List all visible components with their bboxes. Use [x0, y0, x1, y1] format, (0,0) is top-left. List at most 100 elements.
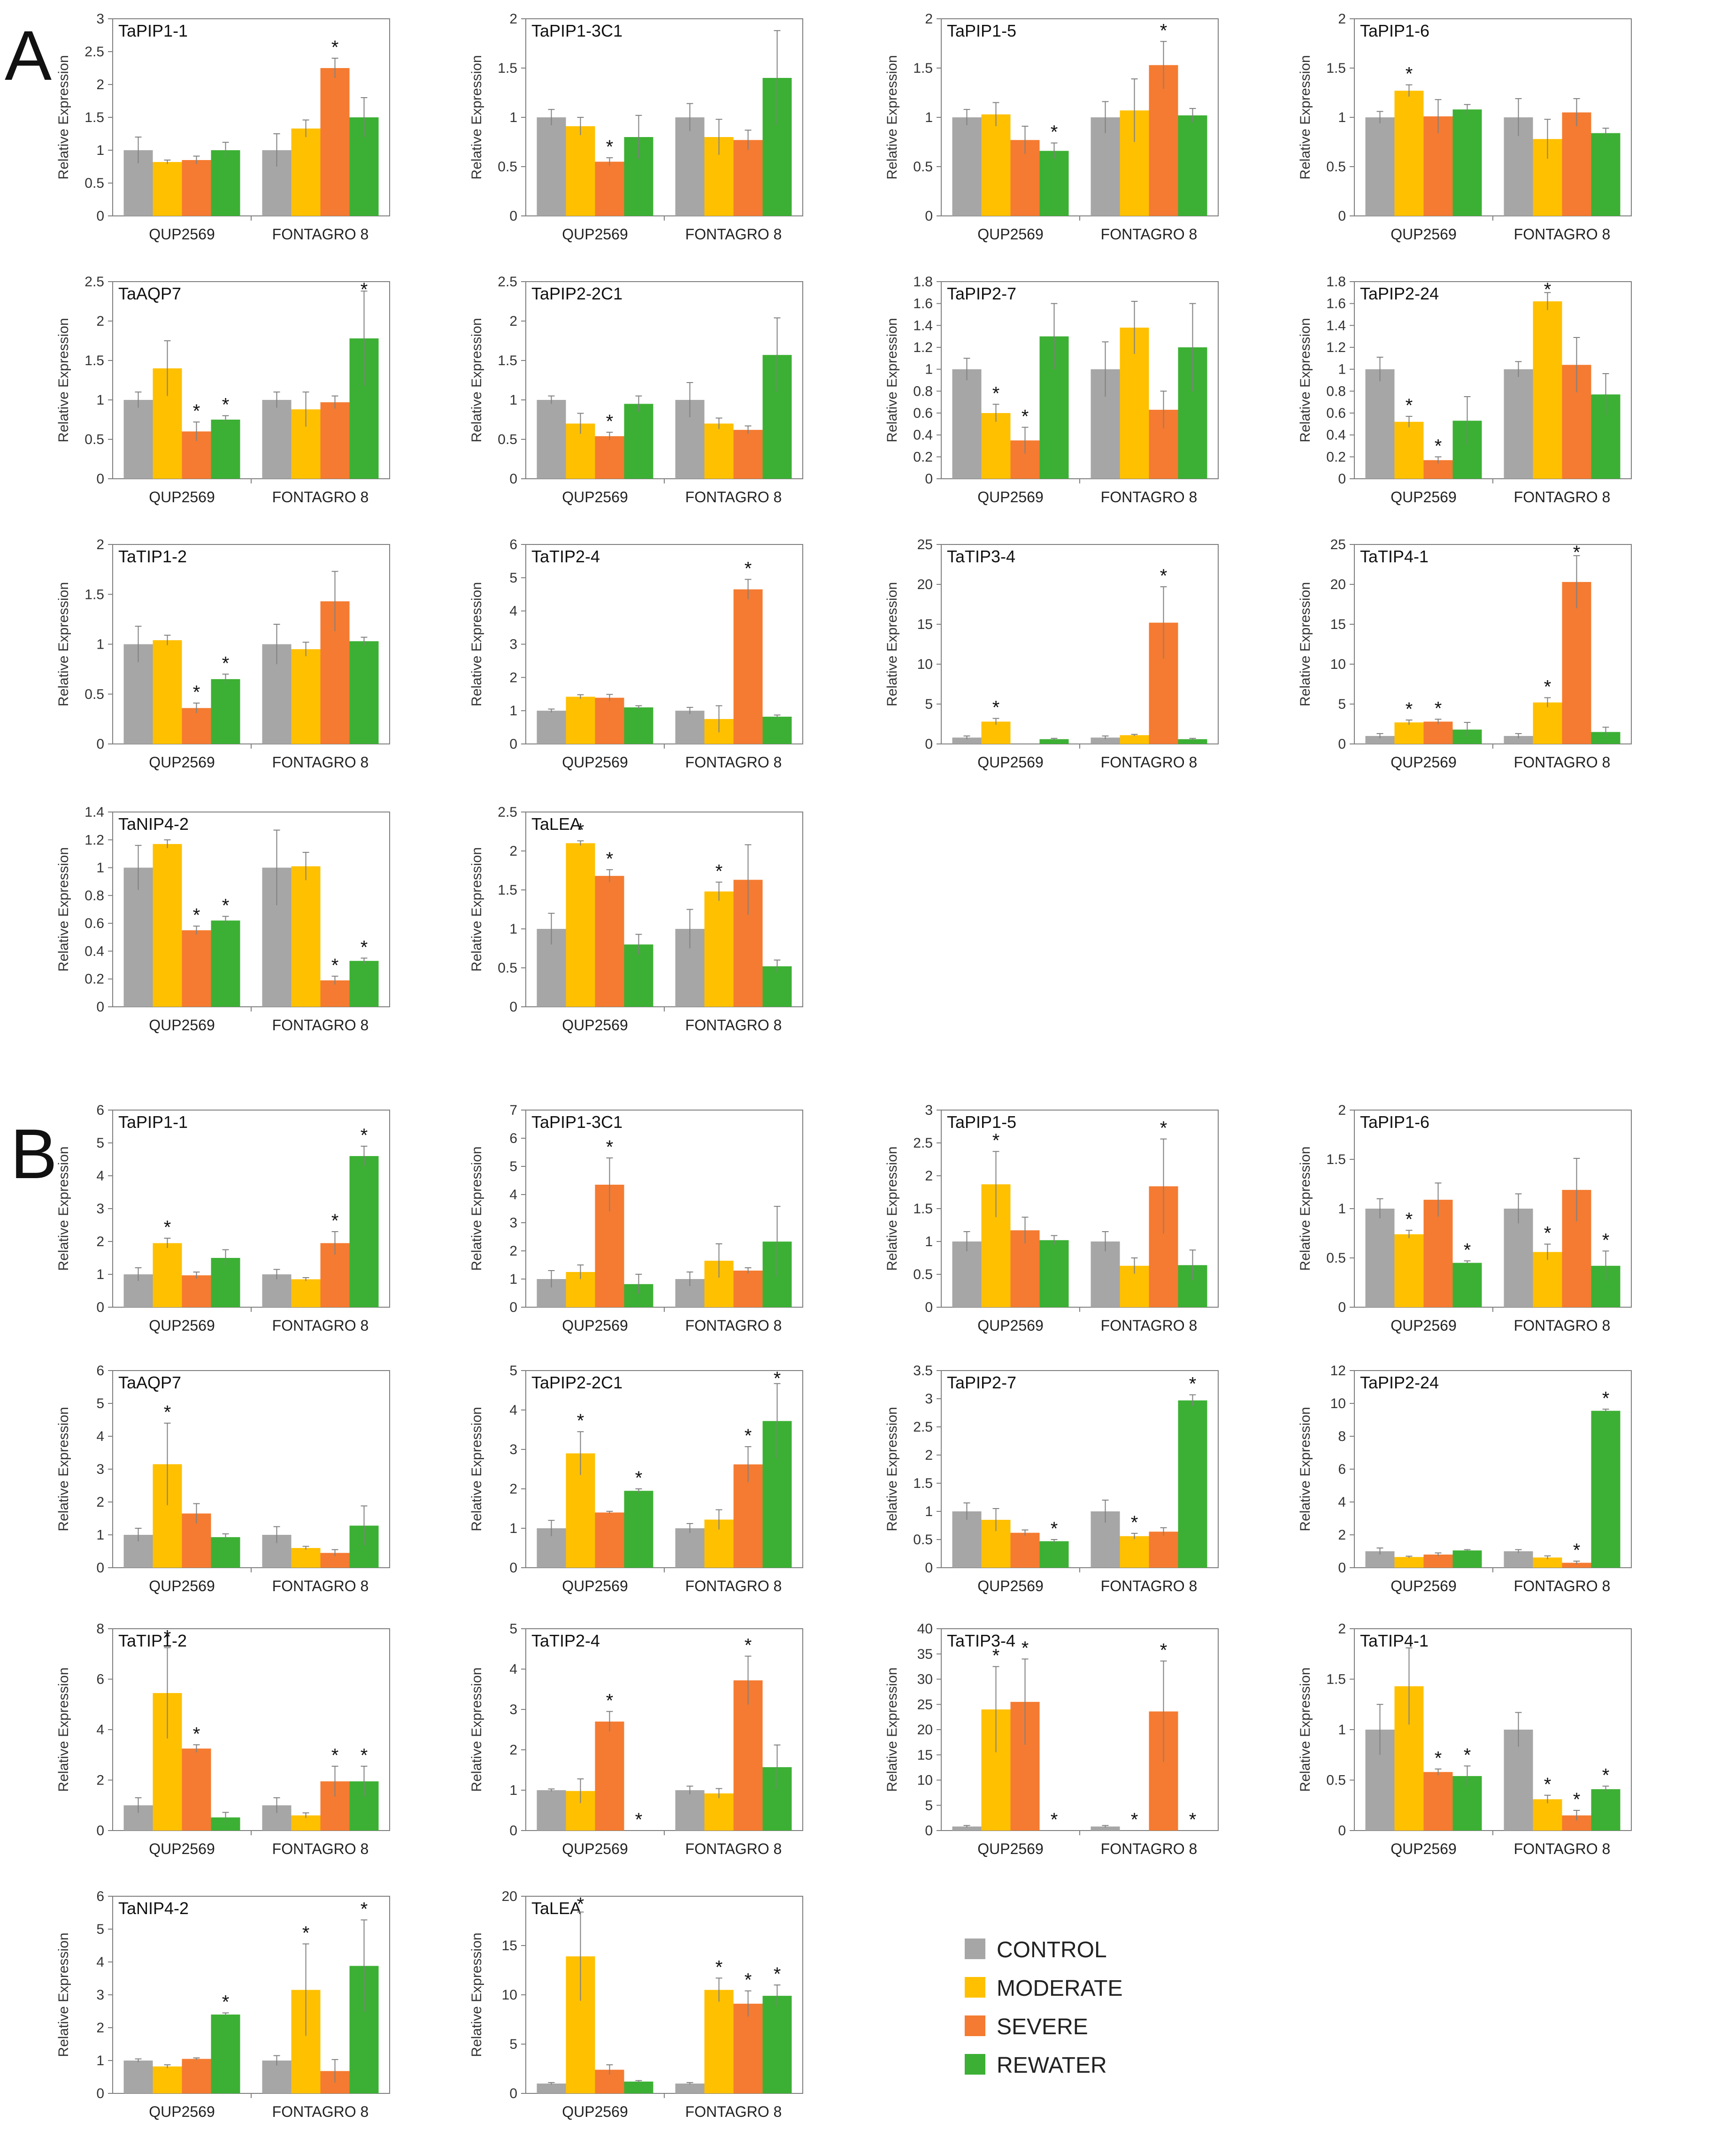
y-tick-label: 0.6	[913, 406, 933, 421]
y-tick-label: 8	[96, 1621, 104, 1637]
y-tick-label: 3.5	[913, 1363, 933, 1379]
chart-title: TaPIP1-3C1	[531, 1112, 622, 1132]
legend: CONTROL MODERATE SEVERE REWATER	[965, 1938, 1122, 2078]
significance-marker: *	[606, 849, 614, 869]
bar-moderate	[566, 697, 595, 744]
significance-marker: *	[1051, 1518, 1058, 1539]
bar-control	[1091, 737, 1120, 744]
y-tick-label: 1	[509, 921, 517, 937]
y-tick-label: 0.2	[913, 449, 933, 465]
y-tick-label: 1.5	[84, 110, 104, 125]
chart-a-tapip1-6: 0 0.5 1 1.5 2 Relative Expression TaPIP1-6 QUP2…	[1298, 11, 1632, 243]
y-tick-label: 1	[96, 860, 104, 876]
chart-title: TaNIP4-2	[118, 814, 189, 834]
bar-control	[1365, 117, 1395, 216]
y-tick-label: 1	[509, 1272, 517, 1287]
significance-marker: *	[1406, 1209, 1413, 1230]
bar-moderate	[153, 1243, 182, 1307]
y-axis-label: Relative Expression	[56, 318, 71, 442]
y-tick-label: 5	[96, 1135, 104, 1151]
bar-control	[952, 1241, 982, 1307]
y-tick-label: 5	[509, 570, 517, 586]
x-tick-label: QUP2569	[1390, 1840, 1457, 1857]
y-tick-label: 0	[509, 736, 517, 752]
significance-marker: *	[774, 1964, 781, 1984]
bar-rewater	[211, 2015, 240, 2093]
bar-control	[952, 737, 982, 744]
y-tick-label: 0.5	[913, 1532, 933, 1548]
significance-marker: *	[193, 682, 200, 703]
bar-moderate	[704, 423, 734, 479]
legend-label-control: CONTROL	[997, 1938, 1107, 1962]
panel-label-b: B	[10, 1114, 57, 1193]
bar-moderate	[1394, 421, 1424, 479]
y-tick-label: 0.4	[1326, 428, 1346, 443]
significance-marker: *	[1544, 1223, 1552, 1244]
x-tick-label: FONTAGRO 8	[685, 1578, 782, 1594]
y-axis-label: Relative Expression	[884, 582, 900, 706]
y-axis-label: Relative Expression	[884, 1146, 900, 1271]
y-tick-label: 0	[509, 1560, 517, 1576]
y-tick-label: 20	[502, 1889, 517, 1904]
x-tick-label: QUP2569	[149, 226, 215, 243]
chart-a-talea: 0 0.5 1 1.5 2 2.5 Relative Expression TaLEA QUP2…	[469, 804, 803, 1034]
y-tick-label: 10	[917, 657, 933, 672]
chart-b-tapip1-1: 0 1 2 3 4 5 6 Relative Expression TaPIP1-1 QUP256…	[56, 1103, 390, 1334]
y-tick-label: 0	[1338, 1560, 1346, 1576]
bar-moderate	[981, 721, 1011, 744]
y-tick-label: 2.5	[498, 274, 517, 290]
bar-moderate	[1394, 91, 1424, 216]
x-tick-label: FONTAGRO 8	[1514, 1840, 1611, 1857]
y-tick-label: 0.5	[498, 159, 517, 175]
chart-a-tapip2-7: 0 0.2 0.4 0.6 0.8 1 1.2 1.4 1.6 1.8 Relative Expre…	[884, 274, 1219, 506]
y-tick-label: 1.5	[1326, 1672, 1346, 1687]
y-tick-label: 2.5	[84, 274, 104, 290]
bar-severe	[320, 980, 350, 1007]
chart-b-tatip3-4: 0 5 10 15 20 25 30 35 40 Relative Expression TaTIP…	[884, 1621, 1219, 1857]
bar-rewater	[762, 966, 792, 1007]
y-tick-label: 0	[925, 1823, 933, 1839]
chart-title: TaPIP1-1	[118, 1112, 188, 1132]
y-tick-label: 2	[509, 1481, 517, 1497]
y-tick-label: 5	[96, 1922, 104, 1937]
y-tick-label: 1	[96, 1267, 104, 1282]
bar-moderate	[1533, 702, 1562, 744]
chart-title: TaLEA	[531, 1899, 581, 1918]
chart-title: TaPIP2-7	[947, 284, 1016, 303]
y-tick-label: 2	[96, 1773, 104, 1788]
significance-marker: *	[745, 1425, 752, 1446]
y-tick-label: 15	[917, 1747, 933, 1763]
bar-moderate	[704, 891, 734, 1007]
significance-marker: *	[1573, 1789, 1581, 1810]
chart-title: TaPIP2-7	[947, 1373, 1016, 1392]
bar-moderate	[1533, 301, 1562, 479]
y-tick-label: 2	[96, 77, 104, 92]
y-tick-label: 3	[96, 11, 104, 27]
y-tick-label: 1.6	[1326, 296, 1346, 312]
y-tick-label: 2.5	[913, 1419, 933, 1435]
y-axis-label: Relative Expression	[469, 318, 484, 442]
y-tick-label: 1.5	[84, 353, 104, 368]
significance-marker: *	[1022, 1638, 1029, 1659]
bar-moderate	[981, 413, 1011, 479]
x-tick-label: FONTAGRO 8	[1101, 1840, 1198, 1857]
bar-rewater	[211, 1537, 240, 1568]
chart-a-tapip1-1: 0 0.5 1 1.5 2 2.5 3 Relative Expression TaPIP1-1…	[56, 11, 390, 243]
y-tick-label: 2	[925, 1448, 933, 1463]
significance-marker: *	[992, 1646, 1000, 1666]
significance-marker: *	[1160, 20, 1168, 41]
y-axis-label: Relative Expression	[1298, 582, 1313, 706]
bar-rewater	[349, 641, 379, 744]
y-tick-label: 1	[925, 362, 933, 377]
y-tick-label: 0.6	[84, 916, 104, 931]
y-axis-label: Relative Expression	[469, 1932, 484, 2057]
bar-control	[123, 400, 153, 479]
y-tick-label: 1	[96, 143, 104, 158]
y-tick-label: 0.8	[1326, 383, 1346, 399]
significance-marker: *	[1435, 1748, 1442, 1769]
y-tick-label: 30	[917, 1672, 933, 1687]
significance-marker: *	[164, 1402, 171, 1423]
significance-marker: *	[1435, 698, 1442, 719]
x-tick-label: QUP2569	[149, 1317, 215, 1334]
bar-moderate	[981, 114, 1011, 216]
